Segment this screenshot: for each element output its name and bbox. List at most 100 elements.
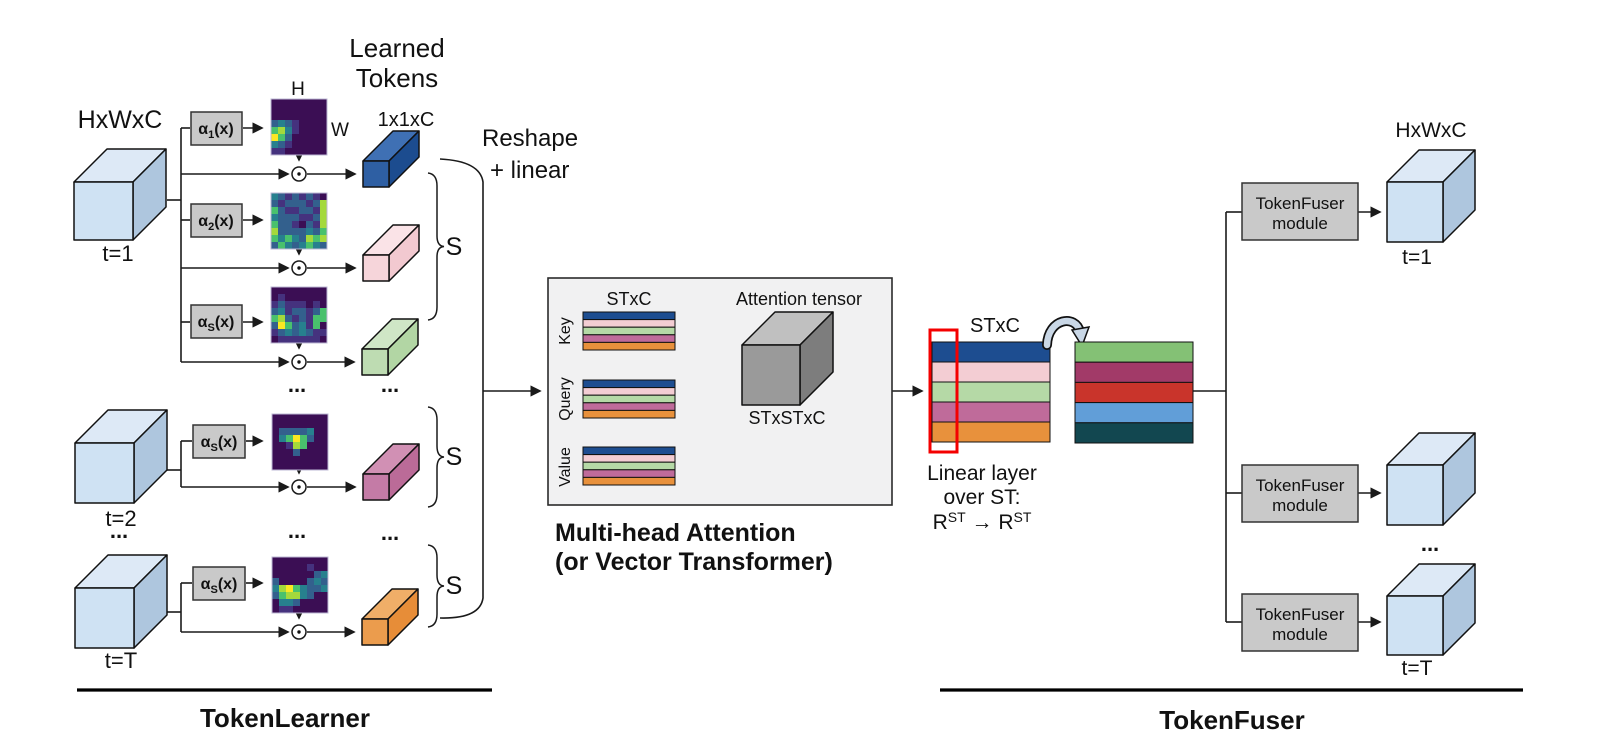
heatmap-cell xyxy=(278,113,285,120)
heatmap-cell xyxy=(293,599,300,606)
input-cube-t1 xyxy=(73,148,167,241)
heatmap-cell xyxy=(321,585,328,592)
ellipsis: ... xyxy=(1421,531,1439,556)
s-brace xyxy=(427,544,445,628)
heatmap-cell xyxy=(271,322,278,329)
heatmap-cell xyxy=(313,315,320,322)
heatmap-cell xyxy=(307,571,314,578)
alpha1-function-box xyxy=(190,111,243,146)
token-row xyxy=(582,319,676,328)
heatmap-cell xyxy=(320,242,327,249)
heatmap-cell xyxy=(285,207,292,214)
face-front xyxy=(74,587,135,649)
heatmap-cell xyxy=(321,463,328,470)
heatmap-cell xyxy=(278,228,285,235)
heatmap-cell xyxy=(299,120,306,127)
heatmap-cell xyxy=(307,592,314,599)
heatmap-cell xyxy=(286,557,293,564)
linear-layer-highlight-rect xyxy=(928,328,959,454)
heatmap-cell xyxy=(285,134,292,141)
stxstxc-label: STxSTxC xyxy=(748,408,825,428)
face-front xyxy=(1386,595,1444,656)
heatmap-cell xyxy=(272,606,279,613)
linear-layer-note-line2: over ST: xyxy=(943,486,1020,509)
heatmap-cell xyxy=(313,193,320,200)
heatmap-cell xyxy=(321,456,328,463)
heatmap-cell xyxy=(307,564,314,571)
reshape-gather-line xyxy=(439,158,484,619)
heatmap-cell xyxy=(292,308,299,315)
token-row xyxy=(931,401,1051,423)
t1-output-label: t=1 xyxy=(1402,246,1432,269)
heatmap-cell xyxy=(313,214,320,221)
reshape-label-line2: + linear xyxy=(490,157,569,184)
alphaS-function-box-tT xyxy=(192,566,246,601)
elementwise-multiply-icon xyxy=(291,166,307,182)
heatmap-cell xyxy=(292,120,299,127)
alpha-sub: 1 xyxy=(208,129,214,141)
heatmap-cell xyxy=(272,592,279,599)
token-dim-label: 1x1xC xyxy=(378,109,435,131)
heatmap-cell xyxy=(285,120,292,127)
heatmap-cell xyxy=(271,214,278,221)
heatmap-cell xyxy=(272,564,279,571)
heatmap-cell xyxy=(307,414,314,421)
face-front xyxy=(1386,464,1444,526)
heatmap-cell xyxy=(306,127,313,134)
heatmap-cell xyxy=(293,421,300,428)
face-front xyxy=(741,344,801,406)
heatmap-cell xyxy=(321,442,328,449)
heatmap-cell xyxy=(313,127,320,134)
heatmap-cell xyxy=(285,148,292,155)
input-cube-tT xyxy=(74,554,168,649)
heatmap-cell xyxy=(271,242,278,249)
map-width-label: W xyxy=(331,120,349,141)
t2-label: t=2 xyxy=(105,506,136,531)
attention-map-t2 xyxy=(271,413,329,471)
heatmap-cell xyxy=(306,235,313,242)
heatmap-cell xyxy=(314,414,321,421)
alpha2-label: α2(x) xyxy=(198,213,234,233)
labels: Learned Tokens HxWxC t=1 t=2 t=T H W 1x1… xyxy=(78,33,1467,735)
heatmap-cell xyxy=(314,571,321,578)
heatmap-cell xyxy=(292,148,299,155)
face-front xyxy=(74,442,135,504)
alpha-sub: S xyxy=(207,322,214,334)
heatmap-cell xyxy=(292,228,299,235)
token-row xyxy=(931,381,1051,403)
heatmap-cell xyxy=(293,463,300,470)
heatmap-cell xyxy=(285,193,292,200)
heatmap-cell xyxy=(321,606,328,613)
heatmap-cell xyxy=(313,308,320,315)
heatmap-cell xyxy=(300,557,307,564)
heatmap-cell xyxy=(300,578,307,585)
attention-map-alpha1 xyxy=(270,98,328,156)
token-row xyxy=(582,469,676,478)
heatmap-cell xyxy=(272,414,279,421)
heatmap-cell xyxy=(313,287,320,294)
heatmap-cell xyxy=(306,193,313,200)
heatmap-cell xyxy=(271,329,278,336)
heatmap-cell xyxy=(279,592,286,599)
fuse-swoosh-arrow xyxy=(1042,316,1091,350)
token-row xyxy=(582,341,676,351)
heatmap-border xyxy=(271,556,329,614)
heatmap-cell xyxy=(286,428,293,435)
heatmap-cell xyxy=(278,294,285,301)
heatmap-cell xyxy=(299,235,306,242)
heatmap-cell xyxy=(285,287,292,294)
heatmap-cell xyxy=(285,322,292,329)
alphaS-label-tT: αS(x) xyxy=(201,576,238,596)
heatmap-cell xyxy=(279,557,286,564)
heatmap-cell xyxy=(292,287,299,294)
heatmap-cell xyxy=(278,134,285,141)
heatmap-cell xyxy=(278,301,285,308)
heatmap-cell xyxy=(279,414,286,421)
heatmap-cell xyxy=(313,200,320,207)
heatmap-cell xyxy=(278,308,285,315)
tokenfuser-module-label-line1: TokenFuser xyxy=(1256,605,1345,624)
heatmap-cell xyxy=(292,99,299,106)
learned-token-blue xyxy=(362,130,420,188)
token-row xyxy=(582,334,676,343)
linear-layer-note-line1: Linear layer xyxy=(927,462,1037,485)
